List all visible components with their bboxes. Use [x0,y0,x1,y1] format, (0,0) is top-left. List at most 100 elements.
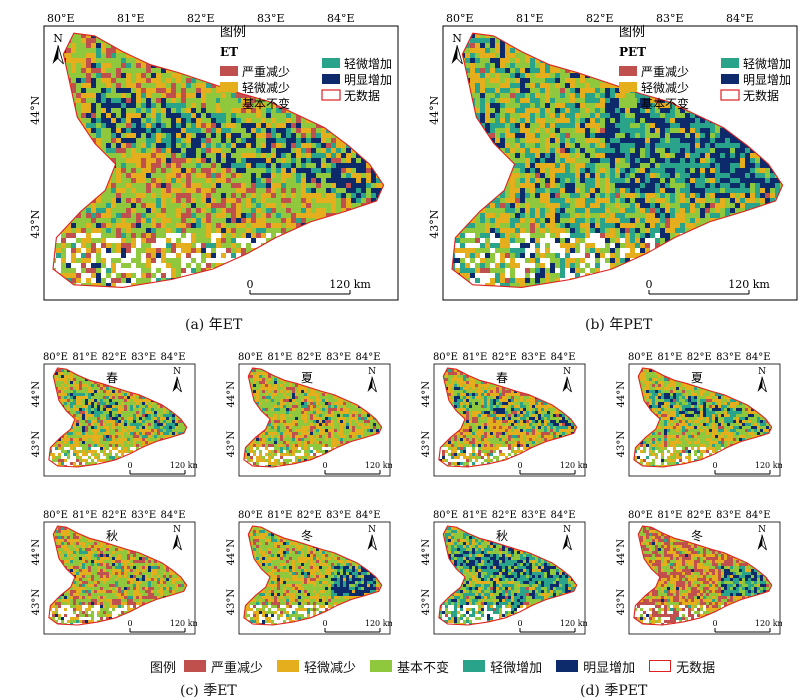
raster-cell [236,113,242,119]
raster-cell [311,203,317,209]
raster-cell [470,33,476,39]
raster-cell [236,238,242,244]
raster-cell [246,143,252,149]
raster-cell [131,83,137,89]
raster-cell [331,183,337,189]
raster-cell [540,103,546,109]
raster-cell [495,103,501,109]
raster-cell [221,208,227,214]
raster-cell [480,38,486,44]
raster-cell [146,233,152,239]
raster-cell [346,193,352,199]
raster-cell [281,138,287,144]
raster-cell [141,233,147,239]
raster-cell [251,143,257,149]
raster-cell [381,183,384,189]
raster-cell [221,153,227,159]
raster-cell [226,233,232,239]
raster-cell [201,208,207,214]
raster-cell [246,108,252,114]
raster-cell [151,118,157,124]
raster-cell [291,113,297,119]
raster-cell [291,178,297,184]
raster-cell [191,213,197,219]
raster-cell [156,158,162,164]
raster-cell [271,213,277,219]
raster-cell [525,73,531,79]
raster-cell [206,93,212,99]
raster-cell [226,118,232,124]
raster-cell [131,133,137,139]
raster-cell [136,223,142,229]
raster-cell [271,128,277,134]
raster-cell [271,158,277,164]
raster-cell [141,193,147,199]
raster-cell [206,218,212,224]
raster-cell [211,233,217,239]
raster-cell [550,78,556,84]
raster-cell [126,218,132,224]
raster-cell [276,133,282,139]
raster-cell [146,93,152,99]
raster-cell [126,73,132,79]
raster-cell [111,253,117,259]
raster-cell [101,58,107,64]
raster-cell [301,193,307,199]
raster-cell [66,58,72,64]
raster-cell [201,163,207,169]
raster-cell [176,243,182,249]
raster-cell [106,258,112,264]
raster-cell [141,273,147,279]
raster-cell [131,198,137,204]
raster-cell [176,93,182,99]
raster-cell [251,198,257,204]
raster-cell [141,88,147,94]
raster-cell [126,158,132,164]
raster-cell [126,193,132,199]
raster-cell [261,123,267,129]
raster-cell [161,138,167,144]
raster-cell [291,153,297,159]
raster-cell [261,213,267,219]
raster-cell [166,258,172,264]
raster-cell [341,178,347,184]
raster-cell [196,233,202,239]
raster-cell [146,88,152,94]
raster-cell [56,268,62,274]
raster-cell [121,263,127,269]
raster-cell [86,218,92,224]
raster-cell [296,203,302,209]
raster-cell [605,93,611,99]
raster-cell [106,138,112,144]
raster-cell [221,148,227,154]
raster-cell [106,128,112,134]
raster-cell [156,128,162,134]
raster-cell [146,128,152,134]
raster-cell [176,153,182,159]
raster-cell [256,203,262,209]
raster-cell [555,98,561,104]
raster-cell [166,148,172,154]
raster-cell [326,143,332,149]
raster-cell [176,218,182,224]
raster-cell [151,143,157,149]
raster-cell [171,188,177,194]
raster-cell [311,133,317,139]
raster-cell [236,193,242,199]
raster-cell [580,78,586,84]
raster-cell [475,33,481,39]
raster-cell [176,128,182,134]
raster-cell [485,73,491,79]
raster-cell [96,98,102,104]
raster-cell [61,248,67,254]
raster-cell [635,113,641,119]
raster-cell [71,253,77,259]
raster-cell [111,243,117,249]
raster-cell [480,113,486,119]
raster-cell [206,128,212,134]
raster-cell [136,258,142,264]
raster-cell [266,163,272,169]
raster-cell [316,138,322,144]
raster-cell [66,63,72,69]
raster-cell [136,163,142,169]
